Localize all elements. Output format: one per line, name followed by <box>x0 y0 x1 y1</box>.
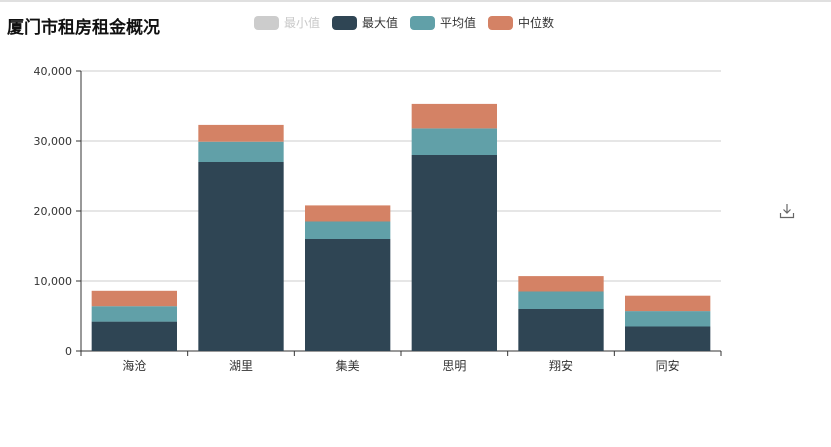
bar-最大值 <box>198 162 284 351</box>
y-tick-label: 40,000 <box>34 65 73 78</box>
legend-swatch <box>254 15 279 30</box>
chart-title: 厦门市租房租金概况 <box>7 18 160 38</box>
y-tick-label: 0 <box>65 345 72 358</box>
legend-label: 平均值 <box>440 16 477 30</box>
legend-item-median[interactable]: 中位数 <box>488 14 554 31</box>
bar-中位数 <box>198 124 284 142</box>
bar-最大值 <box>518 309 604 351</box>
legend-item-mean[interactable]: 平均值 <box>410 14 476 31</box>
legend-label: 中位数 <box>518 16 555 30</box>
bar-平均值 <box>518 291 604 309</box>
legend-swatch <box>488 15 514 30</box>
x-tick-label: 湖里 <box>229 358 253 373</box>
bar-平均值 <box>198 141 284 162</box>
x-tick-label: 同安 <box>656 358 680 373</box>
x-tick-label: 思明 <box>442 359 466 373</box>
legend-item-min[interactable]: 最小值 <box>254 14 320 31</box>
y-tick-label: 10,000 <box>34 275 73 288</box>
x-tick-label: 集美 <box>336 358 360 373</box>
bar-平均值 <box>91 306 177 322</box>
x-tick-label: 海沧 <box>122 358 146 373</box>
x-tick-label: 翔安 <box>549 358 573 373</box>
bar-平均值 <box>411 128 497 155</box>
legend-swatch <box>332 15 358 30</box>
bar-平均值 <box>625 311 711 327</box>
bar-最大值 <box>305 239 391 351</box>
bar-中位数 <box>411 103 497 129</box>
bar-最大值 <box>411 155 497 351</box>
legend: 最小值 最大值 平均值 中位数 <box>254 14 566 31</box>
bar-中位数 <box>518 276 604 292</box>
legend-label: 最小值 <box>284 16 321 30</box>
legend-label: 最大值 <box>362 16 399 30</box>
top-rule <box>0 0 831 2</box>
legend-swatch <box>410 15 436 30</box>
y-tick-label: 20,000 <box>34 205 73 218</box>
bar-中位数 <box>91 290 177 307</box>
bar-平均值 <box>305 221 391 239</box>
y-tick-label: 30,000 <box>34 135 73 148</box>
bar-中位数 <box>625 295 711 312</box>
bar-最大值 <box>625 326 711 351</box>
legend-item-max[interactable]: 最大值 <box>332 14 398 31</box>
download-icon[interactable] <box>779 203 795 219</box>
bar-中位数 <box>305 205 391 222</box>
bar-最大值 <box>91 321 177 351</box>
